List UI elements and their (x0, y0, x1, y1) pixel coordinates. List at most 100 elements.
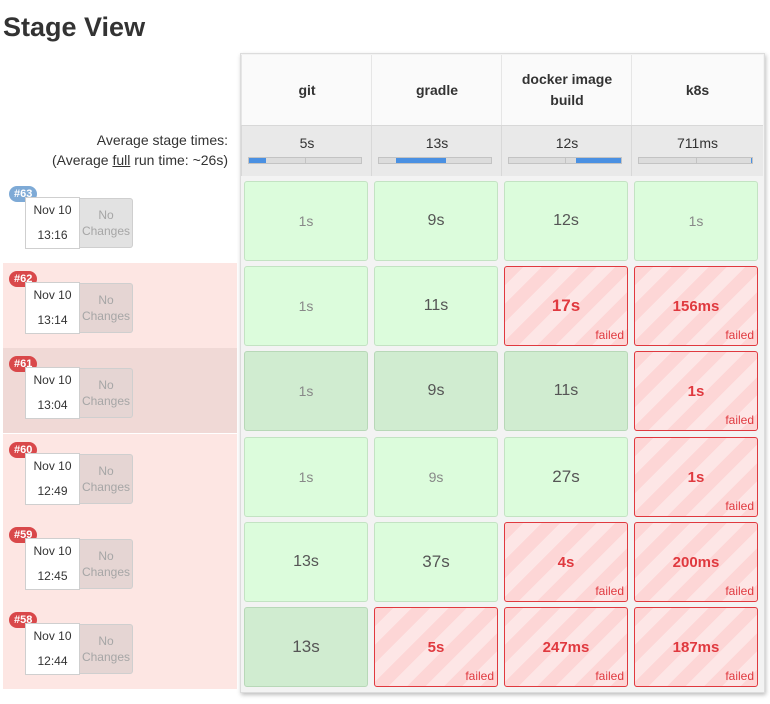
stage-cell[interactable]: 1s (244, 266, 368, 346)
no-changes-line: No (98, 549, 114, 563)
stage-cell[interactable]: 156ms failed (634, 266, 758, 346)
stage-average-bar (378, 157, 492, 164)
stage-cell[interactable]: 1s (244, 437, 368, 517)
no-changes-line: No (98, 378, 114, 392)
stage-duration: 4s (557, 553, 575, 571)
stage-duration: 13s (292, 637, 320, 656)
build-date-day: Nov 10 (33, 459, 72, 473)
no-changes-text: No Changes (82, 377, 130, 409)
build-date[interactable]: Nov 10 13:04 (25, 367, 80, 419)
build-date[interactable]: Nov 10 12:45 (25, 538, 80, 590)
build-date-day: Nov 10 (33, 544, 72, 558)
stage-average-bar-fill (395, 158, 447, 163)
no-changes-line: Changes (81, 394, 131, 408)
stage-average-time: 5s (299, 135, 315, 151)
stage-cell[interactable]: 9s (374, 437, 498, 517)
full-run-suffix: run time: ~26s) (130, 152, 228, 168)
stage-duration: 27s (552, 467, 580, 486)
no-changes-box[interactable]: No Changes (80, 368, 133, 418)
build-date[interactable]: Nov 10 12:49 (25, 453, 80, 505)
stage-cell[interactable]: 187ms failed (634, 607, 758, 687)
stage-name: git (298, 81, 316, 98)
no-changes-box[interactable]: No Changes (80, 198, 133, 248)
stage-average-1: 13s (371, 125, 502, 176)
no-changes-line: No (98, 208, 114, 222)
stage-cell[interactable]: 11s (504, 351, 628, 431)
stage-header-1[interactable]: gradle (371, 55, 502, 125)
failed-label: failed (725, 328, 754, 342)
stage-header-2[interactable]: docker image build (501, 55, 632, 125)
build-date-time: 12:44 (37, 654, 68, 668)
stage-cell[interactable]: 13s (244, 522, 368, 602)
build-date[interactable]: Nov 10 13:14 (25, 282, 80, 334)
stage-name: docker image build (521, 71, 613, 108)
stage-average-bar (248, 157, 362, 164)
stage-duration: 156ms (672, 297, 720, 315)
stage-name: k8s (685, 81, 710, 98)
bar-tick (305, 158, 306, 163)
stage-duration: 1s (298, 213, 314, 229)
stage-duration: 1s (298, 383, 314, 399)
no-changes-line: No (98, 464, 114, 478)
no-changes-line: Changes (81, 565, 131, 579)
stage-cell[interactable]: 27s (504, 437, 628, 517)
stage-cell[interactable]: 200ms failed (634, 522, 758, 602)
stage-cell[interactable]: 5s failed (374, 607, 498, 687)
stage-duration: 1s (687, 468, 705, 486)
build-date-time: 12:49 (37, 484, 68, 498)
stage-cell[interactable]: 11s (374, 266, 498, 346)
no-changes-text: No Changes (82, 292, 130, 324)
stage-cell[interactable]: 247ms failed (504, 607, 628, 687)
no-changes-box[interactable]: No Changes (80, 283, 133, 333)
full-run-link[interactable]: full (112, 152, 131, 168)
stage-duration: 13s (293, 553, 319, 570)
stage-name: gradle (415, 81, 458, 98)
average-times-labels: Average stage times: (Average full run t… (3, 130, 228, 170)
stage-header-3[interactable]: k8s (631, 55, 763, 125)
build-date[interactable]: Nov 10 13:16 (25, 197, 80, 249)
stage-duration: 1s (687, 382, 705, 400)
stage-cell[interactable]: 1s (244, 351, 368, 431)
stage-duration: 12s (553, 212, 579, 229)
stage-cell[interactable]: 1s failed (634, 351, 758, 431)
stage-cell[interactable]: 13s (244, 607, 368, 687)
stage-average-bar-fill (249, 158, 266, 163)
build-date-day: Nov 10 (33, 629, 72, 643)
stage-duration: 9s (427, 212, 445, 229)
build-date-time: 12:45 (37, 569, 68, 583)
stage-cell[interactable]: 37s (374, 522, 498, 602)
failed-label: failed (725, 669, 754, 683)
average-full-run-label: (Average full run time: ~26s) (3, 150, 228, 170)
build-date-time: 13:16 (37, 228, 68, 242)
stage-average-2: 12s (501, 125, 632, 176)
no-changes-box[interactable]: No Changes (80, 539, 133, 589)
no-changes-box[interactable]: No Changes (80, 454, 133, 504)
stage-duration: 187ms (672, 638, 720, 656)
stage-cell[interactable]: 4s failed (504, 522, 628, 602)
stage-cell[interactable]: 1s (244, 181, 368, 261)
stage-cell[interactable]: 12s (504, 181, 628, 261)
no-changes-line: No (98, 634, 114, 648)
no-changes-line: Changes (81, 309, 131, 323)
failed-label: failed (465, 669, 494, 683)
stage-cell[interactable]: 9s (374, 351, 498, 431)
stage-cell[interactable]: 1s (634, 181, 758, 261)
stage-duration: 247ms (542, 638, 590, 656)
stage-duration: 5s (427, 638, 445, 656)
stage-duration: 1s (298, 469, 314, 485)
full-run-prefix: (Average (51, 152, 113, 168)
build-date[interactable]: Nov 10 12:44 (25, 623, 80, 675)
failed-label: failed (725, 413, 754, 427)
failed-label: failed (595, 669, 624, 683)
build-date-time: 13:04 (37, 398, 68, 412)
no-changes-line: No (98, 293, 114, 307)
stage-cell[interactable]: 17s failed (504, 266, 628, 346)
stage-cell[interactable]: 9s (374, 181, 498, 261)
stage-header-0[interactable]: git (241, 55, 372, 125)
bar-tick (695, 158, 697, 163)
stage-average-time: 13s (425, 135, 449, 151)
stage-cell[interactable]: 1s failed (634, 437, 758, 517)
stage-average-bar (508, 157, 622, 164)
failed-label: failed (595, 328, 624, 342)
no-changes-box[interactable]: No Changes (80, 624, 133, 674)
